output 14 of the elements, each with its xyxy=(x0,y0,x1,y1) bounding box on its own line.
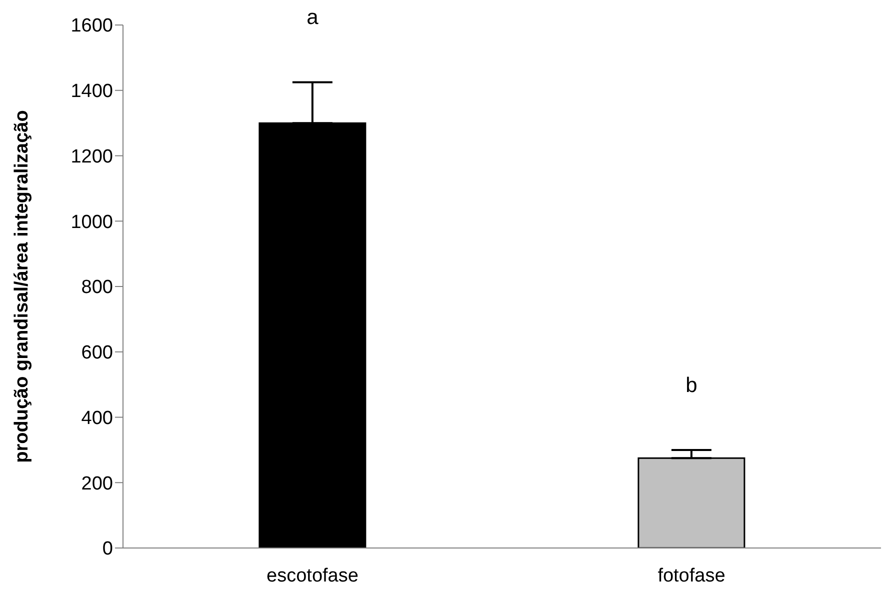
y-tick-label: 1200 xyxy=(70,146,113,168)
annotation: b xyxy=(686,374,698,397)
y-tick-label: 600 xyxy=(81,342,113,364)
y-tick-label: 1000 xyxy=(70,212,113,233)
y-tick-label: 200 xyxy=(81,473,113,494)
annotation: a xyxy=(306,6,319,30)
y-tick-label: 0 xyxy=(102,538,113,560)
y-tick-label: 400 xyxy=(81,408,113,429)
x-tick-label: escotofase xyxy=(266,565,358,586)
y-tick-label: 1600 xyxy=(70,16,113,37)
x-tick-label: fotofase xyxy=(658,565,726,586)
y-axis-title: produção grandisal/área integralização xyxy=(12,110,33,463)
y-tick-label: 1400 xyxy=(70,81,113,102)
y-tick-label: 800 xyxy=(81,277,113,298)
